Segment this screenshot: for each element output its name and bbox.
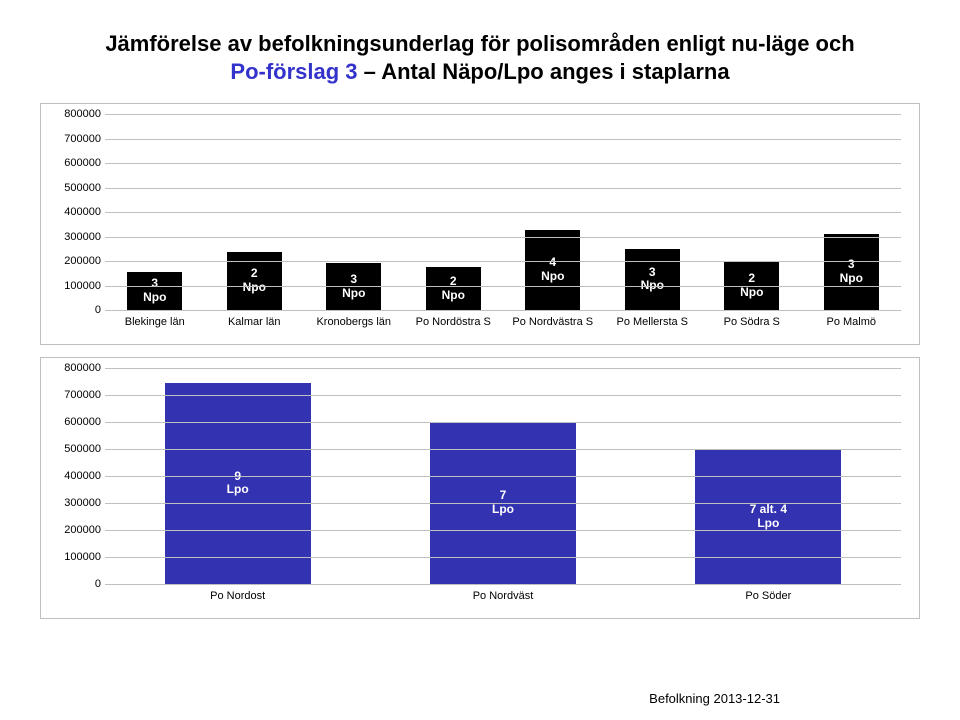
bar: 2Npo: [426, 267, 481, 310]
grid-line: [105, 557, 901, 558]
bar: 3Npo: [127, 272, 182, 310]
grid-line: [105, 237, 901, 238]
title-accent: Po-förslag 3: [230, 59, 357, 84]
y-tick-label: 0: [47, 304, 101, 316]
grid-line: [105, 212, 901, 213]
bar-inner-label: 3Npo: [840, 258, 863, 286]
chart-top: 3Npo2Npo3Npo2Npo4Npo3Npo2Npo3Npo Bleking…: [40, 103, 920, 345]
y-tick-label: 300000: [47, 231, 101, 243]
bar-inner-label: 3Npo: [342, 273, 365, 301]
y-tick-label: 300000: [47, 497, 101, 509]
bar-inner-label: 3Npo: [143, 277, 166, 305]
x-tick-label: Kalmar län: [205, 310, 305, 328]
y-tick-label: 800000: [47, 362, 101, 374]
x-tick-label: Blekinge län: [105, 310, 205, 328]
x-labels-top: Blekinge länKalmar länKronobergs länPo N…: [105, 310, 901, 328]
x-labels-bottom: Po NordostPo NordvästPo Söder: [105, 584, 901, 602]
x-tick-label: Kronobergs län: [304, 310, 404, 328]
y-tick-label: 200000: [47, 255, 101, 267]
bar-inner-label: 3Npo: [641, 266, 664, 294]
x-tick-label: Po Söder: [636, 584, 901, 602]
grid-line: [105, 188, 901, 189]
chart-bottom: 9Lpo7Lpo7 alt. 4Lpo Po NordostPo Nordväs…: [40, 357, 920, 619]
y-tick-label: 100000: [47, 280, 101, 292]
y-tick-label: 500000: [47, 443, 101, 455]
title-line2-rest: – Antal Näpo/Lpo anges i staplarna: [358, 59, 730, 84]
grid-line: [105, 261, 901, 262]
grid-line: [105, 422, 901, 423]
x-tick-label: Po Nordöstra S: [404, 310, 504, 328]
bar: 4Npo: [525, 230, 580, 310]
x-tick-label: Po Nordost: [105, 584, 370, 602]
title-line1: Jämförelse av befolkningsunderlag för po…: [105, 31, 854, 56]
y-tick-label: 400000: [47, 470, 101, 482]
plot-area-top: 3Npo2Npo3Npo2Npo4Npo3Npo2Npo3Npo: [105, 114, 901, 310]
bar-inner-label: 9Lpo: [227, 470, 249, 498]
y-tick-label: 0: [47, 578, 101, 590]
footnote: Befolkning 2013-12-31: [649, 691, 780, 706]
x-tick-label: Po Malmö: [802, 310, 902, 328]
grid-line: [105, 476, 901, 477]
y-tick-label: 400000: [47, 206, 101, 218]
grid-line: [105, 286, 901, 287]
bar: 7 alt. 4Lpo: [695, 449, 841, 584]
grid-line: [105, 395, 901, 396]
x-tick-label: Po Södra S: [702, 310, 802, 328]
grid-line: [105, 114, 901, 115]
grid-line: [105, 139, 901, 140]
slide: Jämförelse av befolkningsunderlag för po…: [0, 0, 960, 720]
bar-inner-label: 2Npo: [442, 275, 465, 303]
x-tick-label: Po Nordvästra S: [503, 310, 603, 328]
y-tick-label: 700000: [47, 389, 101, 401]
y-tick-label: 100000: [47, 551, 101, 563]
y-tick-label: 500000: [47, 182, 101, 194]
y-tick-label: 700000: [47, 133, 101, 145]
y-tick-label: 600000: [47, 416, 101, 428]
x-tick-label: Po Mellersta S: [603, 310, 703, 328]
y-tick-label: 800000: [47, 108, 101, 120]
y-tick-label: 200000: [47, 524, 101, 536]
x-tick-label: Po Nordväst: [370, 584, 635, 602]
grid-line: [105, 163, 901, 164]
grid-line: [105, 368, 901, 369]
bar-inner-label: 7 alt. 4Lpo: [750, 503, 787, 531]
bar: 3Npo: [824, 234, 879, 310]
grid-line: [105, 530, 901, 531]
y-tick-label: 600000: [47, 157, 101, 169]
plot-area-bottom: 9Lpo7Lpo7 alt. 4Lpo: [105, 368, 901, 584]
grid-line: [105, 503, 901, 504]
bar: 9Lpo: [165, 383, 311, 584]
bar: 3Npo: [625, 249, 680, 310]
grid-line: [105, 449, 901, 450]
bar-inner-label: 2Npo: [243, 267, 266, 295]
bar: 3Npo: [326, 263, 381, 310]
chart-title: Jämförelse av befolkningsunderlag för po…: [30, 30, 930, 85]
